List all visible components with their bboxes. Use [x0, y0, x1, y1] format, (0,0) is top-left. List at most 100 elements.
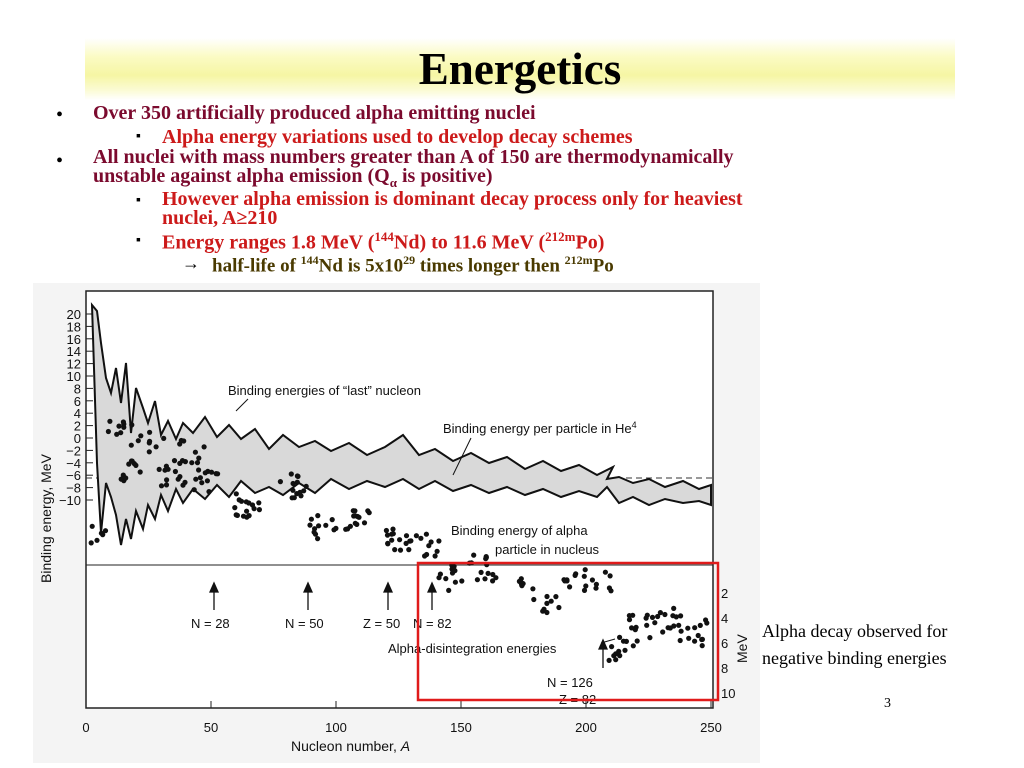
data-dot	[634, 638, 640, 644]
data-dot	[671, 605, 677, 611]
data-dot	[118, 430, 124, 436]
data-dot	[383, 527, 389, 534]
right-tick-label: 4	[721, 611, 728, 626]
x-tick-label: 250	[700, 720, 722, 735]
data-dot	[485, 570, 491, 576]
data-dot	[189, 460, 195, 466]
data-dot	[704, 620, 710, 626]
y-tick-label: −10	[59, 493, 81, 508]
data-dot	[361, 520, 368, 526]
data-dot	[630, 643, 636, 649]
data-dot	[206, 489, 212, 495]
data-dot	[171, 458, 178, 464]
data-dot	[459, 578, 465, 584]
data-dot	[204, 478, 210, 484]
data-dot	[647, 635, 653, 641]
label-n82: N = 82	[413, 616, 452, 631]
data-dot	[102, 528, 109, 534]
data-dot	[609, 644, 615, 650]
data-dot	[147, 429, 153, 435]
y-tick-label: 2	[74, 419, 81, 434]
data-dot	[249, 502, 256, 508]
data-dot	[606, 585, 613, 591]
data-dot	[288, 471, 294, 477]
data-dot	[244, 514, 250, 520]
bullet-2-line1: All nuclei with mass numbers greater tha…	[93, 146, 734, 168]
data-dot	[146, 449, 152, 455]
data-dot	[289, 495, 295, 501]
data-dot	[544, 593, 550, 600]
data-dot	[354, 521, 360, 527]
data-dot	[452, 579, 458, 585]
data-dot	[428, 539, 434, 545]
y-axis-label: Binding energy, MeV	[38, 453, 54, 583]
text-run: Po	[592, 255, 614, 277]
data-dot	[471, 552, 477, 558]
data-dot	[133, 462, 139, 468]
data-dot	[126, 461, 132, 467]
text-run: Nd) to 11.6 MeV (	[393, 231, 546, 254]
data-dot	[602, 569, 609, 575]
data-dot	[105, 428, 111, 435]
data-dot	[98, 530, 104, 536]
data-dot	[365, 508, 371, 514]
data-dot	[201, 444, 207, 450]
caption-line-2: negative binding energies	[762, 648, 947, 668]
data-dot	[443, 576, 449, 582]
data-dot	[94, 537, 100, 543]
data-dot	[518, 576, 524, 582]
y-tick-label: −2	[66, 443, 81, 458]
data-dot	[315, 513, 321, 519]
y-tick-label: 6	[74, 394, 81, 409]
label-alpha-binding-1: Binding energy of alpha	[451, 523, 588, 538]
data-dot	[147, 438, 153, 444]
data-dot	[544, 600, 550, 606]
data-dot	[613, 651, 619, 657]
data-dot	[153, 444, 159, 450]
data-dot	[593, 585, 599, 591]
data-dot	[118, 476, 124, 482]
data-dot	[673, 614, 679, 620]
data-dot	[582, 567, 588, 573]
data-dot	[667, 625, 673, 631]
data-dot	[196, 467, 202, 473]
data-dot	[161, 435, 167, 441]
data-dot	[182, 479, 188, 485]
text-run: Energy ranges 1.8 MeV (	[162, 231, 375, 254]
data-dot	[256, 500, 262, 506]
data-dot	[556, 604, 562, 611]
superscript: 144	[374, 229, 394, 244]
data-dot	[626, 613, 633, 619]
x-tick-label: 150	[450, 720, 472, 735]
bullet-2-sub-2: Energy ranges 1.8 MeV (144Nd) to 11.6 Me…	[162, 229, 604, 255]
x-axis-ticks: 0 50 100 150 200 250	[82, 701, 722, 735]
data-dot	[392, 547, 398, 553]
superscript: 212m	[564, 253, 593, 267]
data-dot	[164, 477, 170, 483]
data-dot	[137, 469, 143, 475]
y-tick-label: −4	[66, 456, 81, 471]
bullet-1-sub: Alpha energy variations used to develop …	[162, 126, 633, 148]
data-dot	[384, 532, 391, 538]
text-run: Po)	[575, 231, 605, 254]
data-dot	[352, 508, 358, 514]
y-tick-label: 0	[74, 431, 81, 446]
data-dot	[434, 548, 440, 554]
data-dot	[474, 577, 480, 583]
y-tick-label: −8	[66, 481, 81, 496]
bullet-2-line2-post: is positive)	[397, 165, 493, 187]
data-dot	[316, 523, 322, 529]
data-dot	[256, 507, 262, 513]
data-dot	[347, 523, 353, 529]
data-dot	[583, 583, 589, 589]
data-dot	[408, 538, 414, 544]
data-dot	[197, 475, 203, 481]
data-dot	[607, 573, 613, 579]
data-dot	[581, 587, 588, 593]
data-dot	[397, 547, 404, 553]
data-dot	[121, 424, 127, 430]
data-dot	[562, 578, 568, 584]
data-dot	[192, 449, 198, 455]
data-dot	[699, 636, 706, 642]
